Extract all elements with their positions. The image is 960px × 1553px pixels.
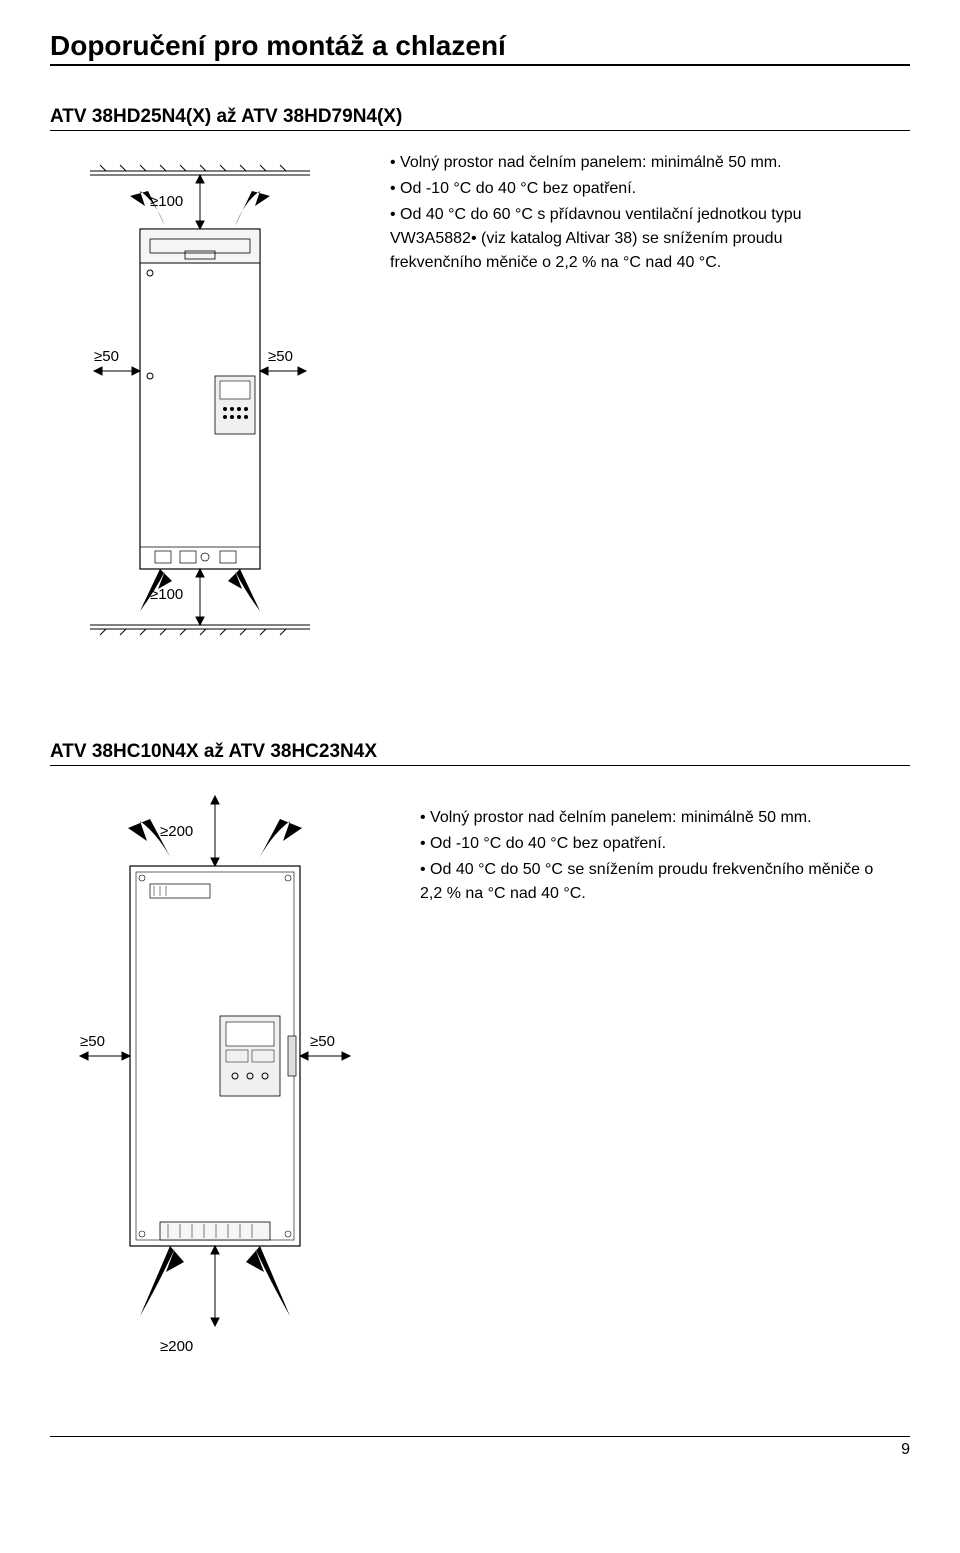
- section-1-heading: ATV 38HD25N4(X) až ATV 38HD79N4(X): [50, 106, 910, 131]
- section-2-heading: ATV 38HC10N4X až ATV 38HC23N4X: [50, 741, 910, 766]
- page-footer: 9: [50, 1436, 910, 1459]
- clearance-top-1: ≥100: [150, 193, 183, 210]
- bullet: • Od 40 °C do 50 °C se snížením proudu f…: [420, 858, 880, 906]
- clearance-bottom-2: ≥200: [160, 1338, 193, 1355]
- clearance-top-2: ≥200: [160, 823, 193, 840]
- bullet: • Volný prostor nad čelním panelem: mini…: [420, 806, 880, 830]
- section-2-bullets: • Volný prostor nad čelním panelem: mini…: [420, 806, 880, 908]
- clearance-bottom-1: ≥100: [150, 586, 183, 603]
- bullet: • Od -10 °C do 40 °C bez opatření.: [420, 832, 880, 856]
- clearance-left-2: ≥50: [80, 1033, 105, 1050]
- page-number: 9: [901, 1441, 910, 1458]
- clearance-left-1: ≥50: [94, 348, 119, 365]
- bullet: • Od -10 °C do 40 °C bez opatření.: [390, 177, 850, 201]
- page-title: Doporučení pro montáž a chlazení: [50, 30, 910, 66]
- section-2: ATV 38HC10N4X až ATV 38HC23N4X ≥200: [50, 741, 910, 1386]
- clearance-right-1: ≥50: [268, 348, 293, 365]
- diagram-2: ≥200: [50, 786, 380, 1386]
- bullet: • Volný prostor nad čelním panelem: mini…: [390, 151, 850, 175]
- diagram-1: ≥100: [50, 151, 350, 691]
- clearance-right-2: ≥50: [310, 1033, 335, 1050]
- section-1-bullets: • Volný prostor nad čelním panelem: mini…: [390, 151, 850, 277]
- section-1: ATV 38HD25N4(X) až ATV 38HD79N4(X) ≥100: [50, 106, 910, 691]
- bullet: • Od 40 °C do 60 °C s přídavnou ventilač…: [390, 203, 850, 275]
